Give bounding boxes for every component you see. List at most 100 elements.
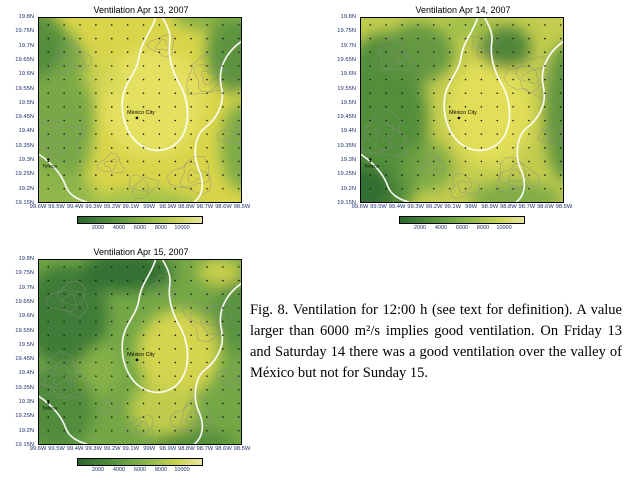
lat-tick-label: 19.2N <box>18 427 34 434</box>
colorbar-tick-label: 2000 <box>413 225 427 231</box>
lat-tick-label: 19.5N <box>18 341 34 348</box>
mexico-city-label: México City <box>127 352 155 358</box>
colorbar-tick-label: 6000 <box>133 225 147 231</box>
lat-tick-label: 19.4N <box>18 370 34 377</box>
lat-tick-label: 19.3N <box>340 157 356 164</box>
map-title: Ventilation Apr 15, 2007 <box>93 247 189 257</box>
colorbar-tick-label: 8000 <box>154 225 168 231</box>
lat-tick-label: 19.3N <box>18 399 34 406</box>
toluca-label: Toluca <box>364 163 379 169</box>
lat-tick-label: 19.55N <box>337 85 356 92</box>
colorbar-tick-label: 8000 <box>476 225 490 231</box>
lon-tick-label: 98.8W <box>499 204 517 210</box>
colorbar-tick-label: 2000 <box>91 225 105 231</box>
lat-tick-label: 19.45N <box>15 356 34 363</box>
colorbar: 2000 4000 6000 8000 10000 <box>38 458 242 474</box>
lat-tick-label: 19.25N <box>15 171 34 178</box>
lon-tick-label: 99.1W <box>122 204 140 210</box>
lon-tick-label: 99.4W <box>66 446 84 452</box>
lon-tick-label: 99.3W <box>407 204 425 210</box>
lon-tick-label: 99.3W <box>85 446 103 452</box>
colorbar: 2000 4000 6000 8000 10000 <box>360 216 564 232</box>
lon-tick-label: 99.6W <box>29 204 47 210</box>
ventilation-map: México City Toluca <box>38 17 242 203</box>
lat-tick-label: 19.65N <box>337 56 356 63</box>
lat-tick-label: 19.15N <box>15 200 34 206</box>
lat-tick-label: 19.75N <box>15 28 34 35</box>
lat-tick-label: 19.55N <box>15 85 34 92</box>
lat-tick-label: 19.2N <box>340 185 356 192</box>
lon-tick-label: 99.2W <box>425 204 443 210</box>
mexico-city-label: México City <box>127 110 155 116</box>
lon-tick-label: 98.7W <box>196 204 214 210</box>
lon-tick-label: 99W <box>143 446 156 452</box>
lon-tick-label: 99.6W <box>29 446 47 452</box>
longitude-axis: 99.6W 99.5W 99.4W 99.3W 99.2W 99.1W 99W 98.9W 98… <box>30 445 251 454</box>
colorbar-tick-label: 4000 <box>434 225 448 231</box>
colorbar: 2000 4000 6000 8000 10000 <box>38 216 242 232</box>
mexico-city-marker <box>135 116 139 120</box>
lat-tick-label: 19.35N <box>15 142 34 149</box>
figure-caption: Fig. 8. Ventilation for 12:00 h (see tex… <box>250 300 622 384</box>
lon-tick-label: 99W <box>143 204 156 210</box>
lat-tick-label: 19.8N <box>18 14 34 20</box>
ventilation-field <box>39 260 241 444</box>
grid-dots <box>369 24 562 190</box>
colorbar-tick-label: 4000 <box>112 225 126 231</box>
lat-tick-label: 19.2N <box>18 185 34 192</box>
ventilation-map: México City Toluca <box>38 259 242 445</box>
toluca-marker <box>47 158 50 161</box>
toluca-marker <box>47 400 50 403</box>
colorbar-tick-label: 10000 <box>174 225 190 231</box>
mexico-city-label: México City <box>449 110 477 116</box>
lon-tick-label: 98.7W <box>196 446 214 452</box>
lon-tick-label: 98.9W <box>159 446 177 452</box>
toluca-label: Toluca <box>42 163 57 169</box>
lon-tick-label: 98.7W <box>518 204 536 210</box>
map-title: Ventilation Apr 13, 2007 <box>93 5 189 15</box>
map-title: Ventilation Apr 14, 2007 <box>415 5 511 15</box>
map-panel-apr13: Ventilation Apr 13, 2007 19.8N 19.75N 19.7… <box>8 4 250 232</box>
colorbar-gradient <box>77 216 203 224</box>
colorbar-tick-label: 10000 <box>496 225 512 231</box>
lon-tick-label: 99.3W <box>85 204 103 210</box>
lat-tick-label: 19.6N <box>18 313 34 320</box>
latitude-axis: 19.8N 19.75N 19.7N 19.65N 19.6N 19.55N 19.5N 19… <box>8 256 36 448</box>
colorbar-tick-label: 10000 <box>174 467 190 473</box>
lat-tick-label: 19.15N <box>337 200 356 206</box>
lat-tick-label: 19.65N <box>15 298 34 305</box>
map-panel-apr14: Ventilation Apr 14, 2007 19.8N 19.75N 19.7… <box>330 4 572 232</box>
colorbar-tick-label: 4000 <box>112 467 126 473</box>
colorbar-tick-label: 2000 <box>91 467 105 473</box>
lon-tick-label: 98.6W <box>215 204 232 210</box>
colorbar-tick-label: 8000 <box>154 467 168 473</box>
lon-tick-label: 98.5W <box>233 204 251 210</box>
colorbar-tick-label: 6000 <box>455 225 469 231</box>
lon-tick-label: 98.8W <box>177 446 195 452</box>
state-boundaries <box>39 260 241 444</box>
colorbar-ticks: 2000 4000 6000 8000 10000 <box>399 224 525 232</box>
lon-tick-label: 99.2W <box>103 446 121 452</box>
lon-tick-label: 98.9W <box>159 204 177 210</box>
latitude-axis: 19.8N 19.75N 19.7N 19.65N 19.6N 19.55N 19.5N 19… <box>8 14 36 206</box>
lat-tick-label: 19.45N <box>337 114 356 121</box>
terrain-contours <box>39 275 241 442</box>
lon-tick-label: 99.4W <box>66 204 84 210</box>
lon-tick-label: 99.5W <box>370 204 387 210</box>
lat-tick-label: 19.8N <box>18 256 34 262</box>
lon-tick-label: 98.6W <box>215 446 232 452</box>
colorbar-ticks: 2000 4000 6000 8000 10000 <box>77 466 203 474</box>
lon-tick-label: 99.4W <box>388 204 406 210</box>
lon-tick-label: 99.2W <box>103 204 121 210</box>
lon-tick-label: 99.5W <box>48 204 65 210</box>
lon-tick-label: 99.1W <box>122 446 140 452</box>
lon-tick-label: 99.5W <box>48 446 65 452</box>
lat-tick-label: 19.25N <box>15 413 34 420</box>
lat-tick-label: 19.5N <box>340 99 356 106</box>
lat-tick-label: 19.6N <box>18 71 34 78</box>
latitude-axis: 19.8N 19.75N 19.7N 19.65N 19.6N 19.55N 19.5N 19… <box>330 14 358 206</box>
lat-tick-label: 19.65N <box>15 56 34 63</box>
lon-tick-label: 99.1W <box>444 204 462 210</box>
toluca-label: Toluca <box>42 405 57 411</box>
map-panel-apr15: Ventilation Apr 15, 2007 19.8N 19.75N 19.7… <box>8 246 251 474</box>
